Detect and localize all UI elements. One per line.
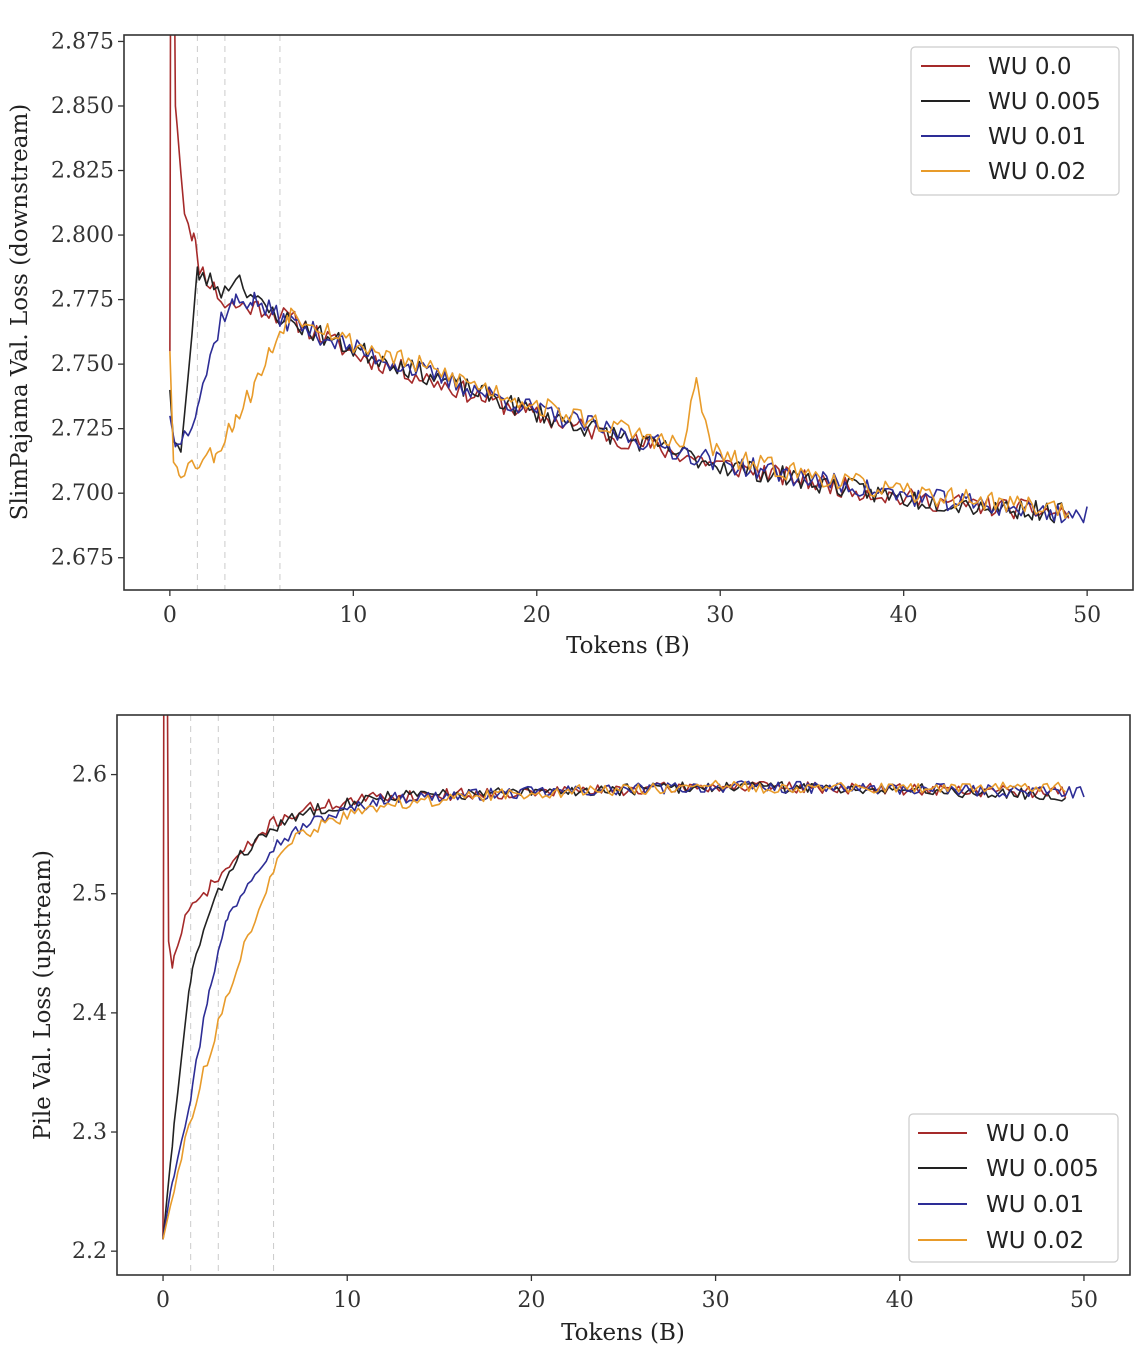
bottom-legend-label-wu-0.0: WU 0.0 — [986, 1121, 1069, 1147]
top-x-axis-label: Tokens (B) — [566, 633, 690, 659]
top-xtick-label: 40 — [890, 603, 918, 628]
bottom-legend-label-wu-0.005: WU 0.005 — [986, 1156, 1099, 1182]
top-ytick-label: 2.750 — [51, 352, 114, 377]
bottom-plot-frame — [116, 714, 1131, 1276]
bot-xtick-label: 30 — [702, 1288, 730, 1313]
top-ytick-label: 2.875 — [51, 29, 114, 54]
bot-ytick-label: 2.2 — [72, 1239, 107, 1264]
top-ytick-label: 2.825 — [51, 159, 114, 184]
bot-xtick-label: 50 — [1070, 1288, 1098, 1313]
bottom-legend-box — [908, 1113, 1119, 1263]
top-plot-frame — [123, 34, 1134, 591]
top-ytick-label: 2.725 — [51, 417, 114, 442]
top-series-group — [169, 35, 1088, 524]
bottom-series-group — [162, 715, 1085, 1240]
top-legend-label-wu-0.0: WU 0.0 — [988, 54, 1071, 80]
bottom-x-axis-label: Tokens (B) — [561, 1320, 685, 1346]
chart-top: 2.675 2.700 2.725 2.750 2.775 2.800 2.825 2.850… — [7, 29, 1134, 659]
top-series-line-wu-0.02 — [169, 307, 1070, 519]
bot-ytick-label: 2.3 — [72, 1120, 107, 1145]
bot-series-line-wu-0.02 — [162, 779, 1067, 1240]
bot-xtick-label: 20 — [517, 1288, 545, 1313]
bottom-y-ticks: 2.2 2.3 2.4 2.5 2.6 — [72, 763, 117, 1264]
top-legend-box — [910, 46, 1120, 196]
top-vlines — [196, 35, 281, 590]
top-xtick-label: 30 — [706, 603, 734, 628]
top-series-line-wu-0.01 — [169, 291, 1088, 524]
bot-xtick-label: 0 — [156, 1288, 170, 1313]
top-legend-label-wu-0.01: WU 0.01 — [988, 124, 1086, 150]
top-legend-label-wu-0.005: WU 0.005 — [988, 89, 1101, 115]
top-ytick-label: 2.850 — [51, 94, 114, 119]
top-series-line-wu-0.005 — [169, 266, 1070, 524]
bot-ytick-label: 2.5 — [72, 882, 107, 907]
top-y-axis-label: SlimPajama Val. Loss (downstream) — [7, 104, 33, 521]
top-ytick-label: 2.775 — [51, 288, 114, 313]
top-xtick-label: 0 — [163, 603, 177, 628]
bot-xtick-label: 10 — [333, 1288, 361, 1313]
top-x-ticks: 0 10 20 30 40 50 — [163, 590, 1101, 628]
bot-ytick-label: 2.4 — [72, 1001, 107, 1026]
top-xtick-label: 20 — [523, 603, 551, 628]
top-y-ticks: 2.675 2.700 2.725 2.750 2.775 2.800 2.825 2.850… — [51, 29, 124, 571]
top-legend: WU 0.0 WU 0.005 WU 0.01 WU 0.02 — [910, 46, 1120, 196]
top-xtick-label: 50 — [1073, 603, 1101, 628]
bot-ytick-label: 2.6 — [72, 763, 107, 788]
bottom-legend: WU 0.0 WU 0.005 WU 0.01 WU 0.02 — [908, 1113, 1119, 1263]
bottom-y-axis-label: Pile Val. Loss (upstream) — [30, 850, 56, 1140]
bottom-x-ticks: 0 10 20 30 40 50 — [156, 1275, 1098, 1313]
chart-bottom: 2.2 2.3 2.4 2.5 2.6 0 10 20 30 40 50 Tokens (B) P… — [30, 714, 1131, 1346]
top-ytick-label: 2.675 — [51, 546, 114, 571]
bottom-vlines — [190, 715, 275, 1275]
top-xtick-label: 10 — [339, 603, 367, 628]
bot-xtick-label: 40 — [886, 1288, 914, 1313]
bottom-legend-label-wu-0.01: WU 0.01 — [986, 1192, 1084, 1218]
top-legend-label-wu-0.02: WU 0.02 — [988, 159, 1086, 185]
top-ytick-label: 2.800 — [51, 223, 114, 248]
bottom-legend-label-wu-0.02: WU 0.02 — [986, 1228, 1084, 1254]
top-ytick-label: 2.700 — [51, 481, 114, 506]
